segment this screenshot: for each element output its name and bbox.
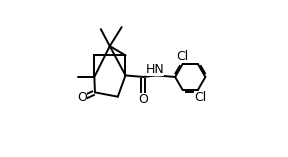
Text: O: O — [77, 91, 87, 104]
Text: Cl: Cl — [176, 50, 188, 63]
Text: HN: HN — [146, 63, 164, 76]
Text: O: O — [138, 93, 148, 106]
Text: Cl: Cl — [194, 91, 207, 104]
